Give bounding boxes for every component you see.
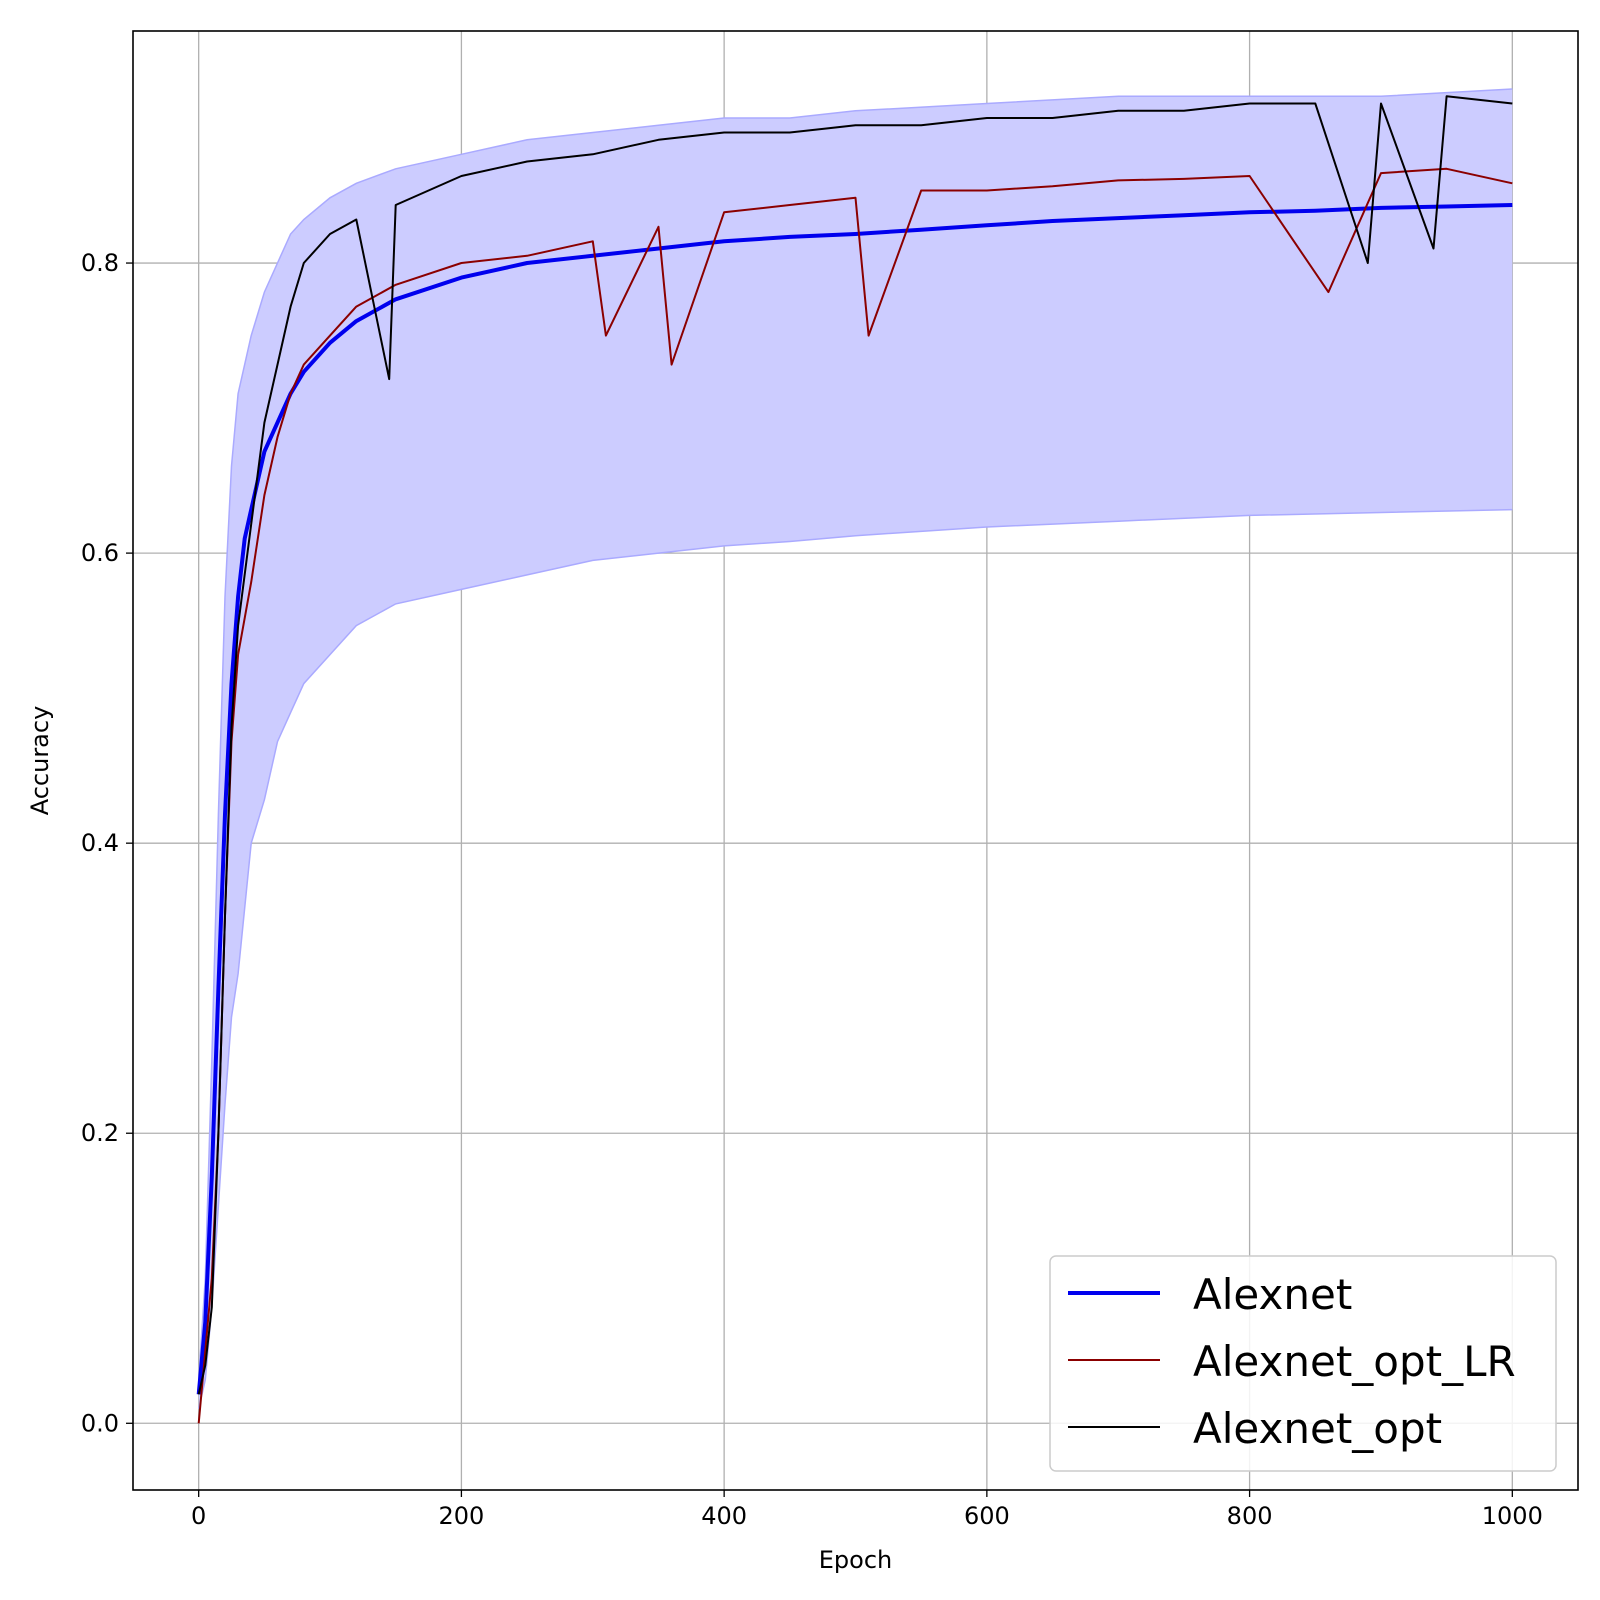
legend: Alexnet Alexnet_opt_LR Alexnet_opt [1049, 1255, 1557, 1472]
x-tick-label: 0 [191, 1502, 206, 1530]
axis-ticks: 0 200 400 600 800 1000 0.0 0.2 0.4 0.6 0.8 [81, 249, 1543, 1530]
series-line-alexnet [196, 203, 1513, 1395]
band-upper-edge [197, 88, 1513, 1380]
band-fill [198, 89, 1513, 1409]
x-tick-label: 200 [439, 1502, 485, 1530]
x-tick-label: 600 [964, 1502, 1010, 1530]
x-tick-label: 400 [701, 1502, 747, 1530]
series-line-alexnet-opt [197, 95, 1513, 1395]
range-band [197, 88, 1513, 1409]
series-line-alexnet-opt-lr [197, 167, 1513, 1424]
y-tick-label: 0.6 [81, 539, 119, 567]
x-tick-label: 1000 [1482, 1502, 1543, 1530]
legend-label: Alexnet [1193, 1270, 1352, 1319]
y-tick-label: 0.8 [81, 249, 119, 277]
axes-frame [132, 30, 1579, 1491]
y-tick-label: 0.0 [81, 1409, 119, 1437]
band-lower-edge [197, 508, 1513, 1409]
legend-label: Alexnet_opt [1193, 1404, 1442, 1453]
y-tick-label: 0.2 [81, 1119, 119, 1147]
legend-label: Alexnet_opt_LR [1193, 1337, 1516, 1386]
y-tick-label: 0.4 [81, 829, 119, 857]
y-axis-label: Accuracy [26, 706, 54, 816]
legend-box [1049, 1255, 1557, 1472]
x-tick-label: 800 [1227, 1502, 1273, 1530]
x-axis-label: Epoch [819, 1546, 893, 1574]
series-lines [196, 95, 1513, 1424]
